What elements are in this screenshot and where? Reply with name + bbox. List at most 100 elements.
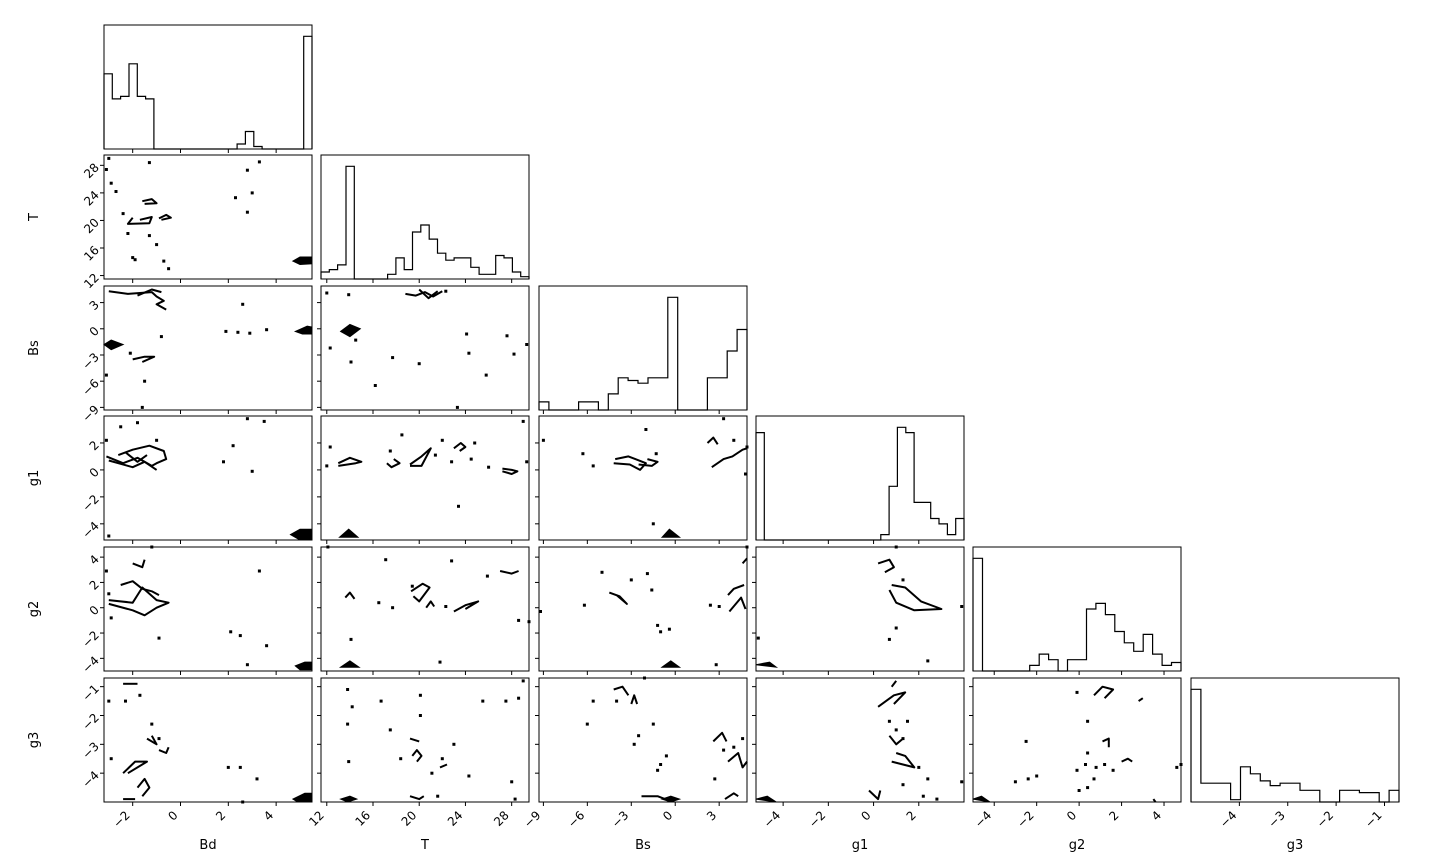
sample-point [741, 737, 745, 741]
panel-ticks [326, 279, 513, 283]
panel-frame [538, 285, 748, 411]
sample-point [155, 438, 159, 442]
sample-point [104, 168, 108, 171]
sample-point [708, 603, 712, 607]
sample-point [1035, 774, 1039, 778]
sample-point [238, 765, 242, 769]
y-axis-label-g3: g3 [27, 732, 42, 749]
sample-point [517, 696, 521, 700]
contour-line [613, 685, 630, 696]
sample-point [410, 584, 414, 588]
panel-ticks [317, 556, 513, 675]
sample-point [248, 331, 252, 335]
sample-point [107, 699, 111, 703]
sample-point [417, 362, 421, 366]
x-tick-label: −2 [110, 808, 132, 830]
panel-ticks [969, 686, 1165, 806]
sample-point [651, 722, 655, 726]
contour-line [1138, 697, 1144, 702]
scatter-panel-Bs-g3 [538, 676, 748, 803]
sample-point [901, 578, 905, 582]
panel-frame [972, 677, 1182, 803]
density-peak [293, 325, 313, 335]
sample-point [637, 734, 641, 738]
sample-point [347, 760, 351, 764]
sample-point [1086, 751, 1090, 755]
sample-point [656, 623, 660, 627]
sample-point [143, 379, 147, 383]
sample-point [440, 757, 444, 761]
scatter-panel-Bs-g1 [538, 415, 749, 541]
contour-line [124, 451, 148, 463]
sample-point [349, 360, 353, 364]
sample-point [582, 603, 586, 607]
sample-point [1111, 768, 1115, 772]
sample-point [467, 774, 471, 778]
sample-point [373, 384, 377, 387]
sample-point [107, 534, 111, 538]
contour-line [891, 752, 916, 769]
sample-point [418, 714, 422, 717]
panel-frame [1190, 677, 1400, 803]
x-tick-label: −4 [761, 808, 783, 830]
contour-line [132, 559, 146, 569]
contour-line [411, 749, 423, 763]
contour-line [106, 444, 168, 467]
sample-point [245, 417, 249, 421]
panel-frame [320, 154, 530, 280]
sample-point [469, 457, 473, 461]
scatter-panel-T-g3 [320, 677, 530, 803]
sample-point [121, 212, 125, 216]
x-tick-label: −6 [565, 808, 587, 830]
sample-point [644, 428, 648, 431]
y-tick-label: 12 [81, 271, 102, 292]
y-axis-label-g2: g2 [27, 601, 42, 618]
panel-frame [538, 546, 748, 672]
y-tick-label: 2 [87, 438, 102, 453]
sample-point [732, 438, 736, 442]
contour-line [142, 198, 158, 205]
sample-point [350, 705, 354, 709]
panel-frame [755, 546, 965, 672]
sample-point [136, 421, 139, 425]
histogram-g3 [1190, 688, 1400, 803]
sample-point [231, 444, 235, 448]
density-peak [660, 528, 682, 538]
contour-line [890, 680, 897, 688]
sample-point [418, 693, 422, 697]
histogram-panel-g3 [1190, 677, 1400, 803]
scatter-panel-T-g2 [320, 545, 531, 672]
density-peak [103, 339, 125, 351]
y-tick-label: 2 [87, 577, 102, 592]
sample-point [126, 232, 130, 235]
sample-point [400, 433, 404, 437]
sample-point [131, 256, 135, 260]
contour-line [868, 789, 882, 801]
scatter-panel-Bd-g1 [103, 415, 313, 541]
histogram-panel-Bs [538, 285, 748, 411]
contour-line [1102, 737, 1110, 748]
sample-point [438, 660, 442, 664]
contour-line [453, 442, 467, 452]
sample-point [1086, 786, 1090, 790]
panel-frame [972, 546, 1182, 672]
density-peak [339, 323, 362, 338]
sample-point [391, 356, 395, 360]
panel-ticks [535, 556, 720, 675]
panel-ticks [100, 686, 277, 806]
scatter-panel-g1-g3 [755, 677, 965, 803]
sample-point [894, 626, 898, 630]
sample-point [926, 659, 930, 663]
sample-point [901, 783, 905, 787]
panel-frame [320, 546, 530, 672]
y-axis-label-Bs: Bs [27, 340, 42, 356]
sample-point [457, 504, 460, 508]
contour-line [728, 596, 747, 613]
x-axis-label-g3: g3 [1287, 838, 1304, 853]
sample-point [346, 688, 350, 691]
contour-line [108, 586, 170, 617]
histogram-panel-g1 [755, 415, 965, 541]
panel-ticks [752, 556, 920, 675]
sample-point [960, 780, 964, 784]
sample-point [224, 329, 228, 333]
